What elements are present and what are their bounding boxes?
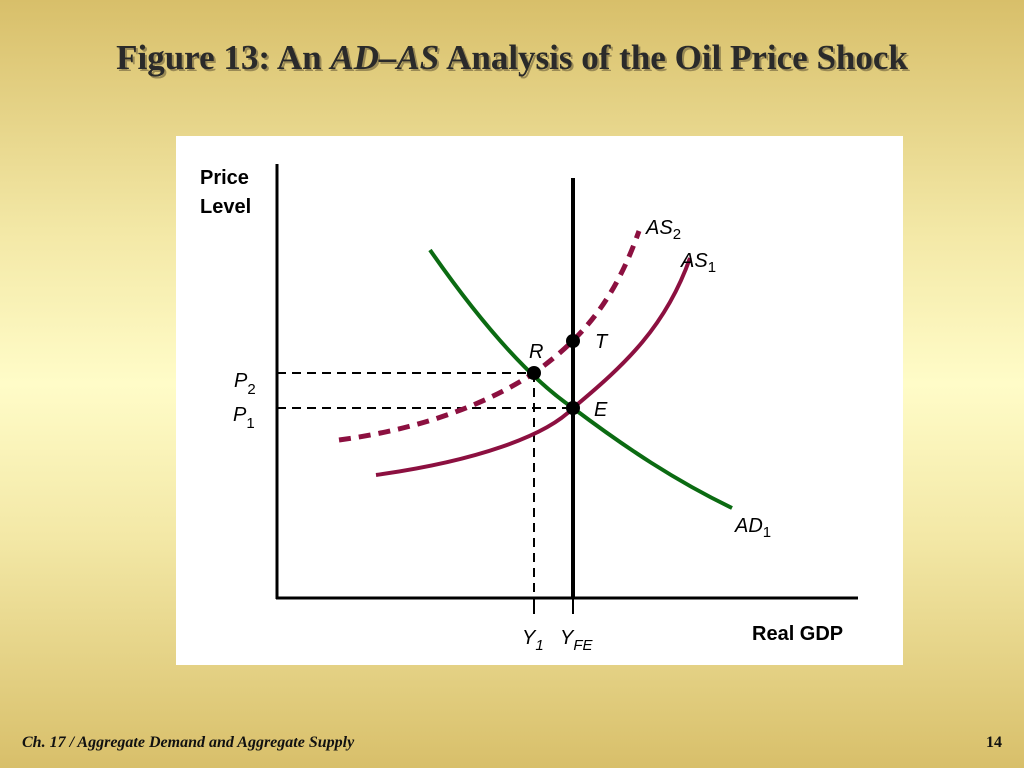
y1-label: Y1 [522,627,544,654]
point-r-label: R [529,341,543,363]
point-t-dot [566,334,580,348]
title-suffix: Analysis of the Oil Price Shock [439,38,908,77]
point-r-dot [527,366,541,380]
page-number: 14 [986,734,1002,751]
x-axis-label: Real GDP [752,623,843,645]
ad1-curve [428,248,733,510]
point-e-dot [566,401,580,415]
title-italic: AD–AS [330,38,440,77]
point-t-label: T [595,331,609,353]
footer-chapter: Ch. 17 / Aggregate Demand and Aggregate … [22,734,355,751]
p2-label: P2 [234,370,256,398]
as1-label: AS1 [680,250,716,276]
y-axis-label-line1: Price [200,167,249,189]
yfe-label: YFE [560,627,594,654]
y-axis-label-line2: Level [200,196,251,218]
point-e-label: E [594,399,608,421]
as2-label: AS2 [645,217,681,243]
slide-title: Figure 13: An AD–AS Analysis of the Oil … [0,38,1024,78]
ad-as-diagram: Price Level Real GDP P2 P1 Y1 YFE AS2 AS… [200,164,858,654]
ad1-label: AD1 [734,515,771,541]
p1-label: P1 [233,404,255,432]
title-prefix: Figure 13: An [116,38,331,77]
diagram-panel: Price Level Real GDP P2 P1 Y1 YFE AS2 AS… [176,136,903,665]
